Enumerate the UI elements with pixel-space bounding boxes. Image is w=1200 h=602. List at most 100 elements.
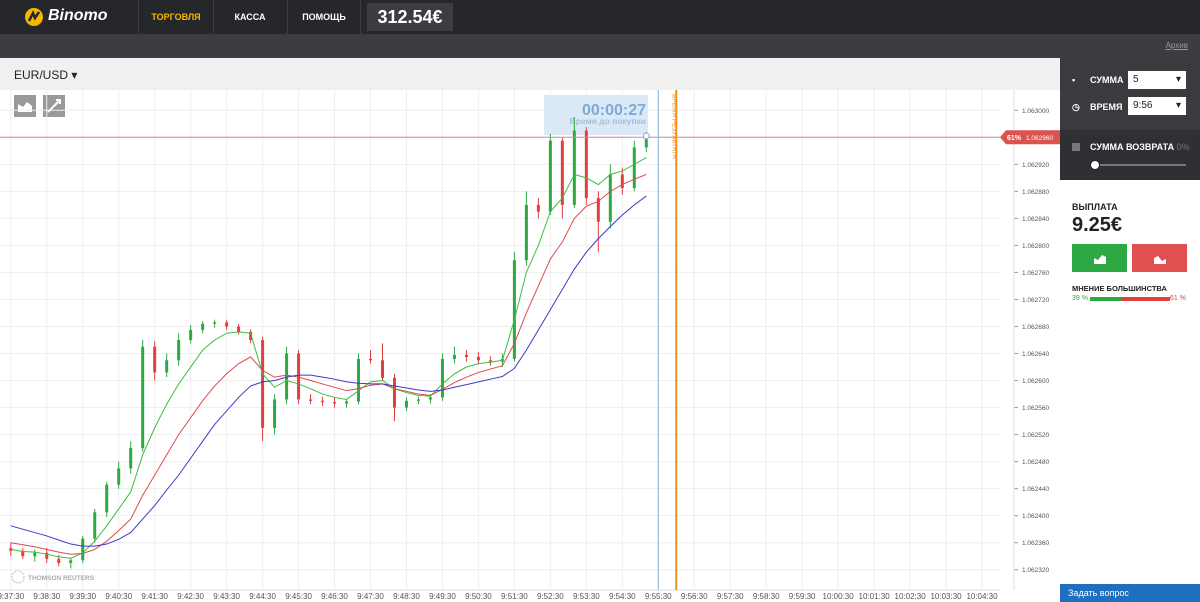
y-tick-label: 1.062640 xyxy=(1022,351,1049,358)
x-tick-label: 9:38:30 xyxy=(33,592,60,601)
y-tick-label: 1.062680 xyxy=(1022,324,1049,331)
payout-label: ВЫПЛАТА xyxy=(1072,202,1118,212)
candle-body xyxy=(321,400,325,403)
candle-body xyxy=(333,402,337,404)
logo: Binomo xyxy=(48,7,108,24)
candle-body xyxy=(476,356,480,361)
candle-body xyxy=(524,204,528,261)
candle-body xyxy=(608,174,612,222)
put-button[interactable] xyxy=(1132,244,1187,272)
help-button[interactable]: Задать вопрос xyxy=(1060,584,1200,602)
x-tick-label: 10:01:30 xyxy=(859,592,891,601)
y-tick-label: 1.062800 xyxy=(1022,243,1049,250)
source-icon xyxy=(11,570,25,584)
moving-average xyxy=(10,157,647,559)
time: 9:56 xyxy=(1133,100,1153,111)
x-tick-label: 10:04:30 xyxy=(966,592,998,601)
asset-bar: EUR/USD ▾ xyxy=(0,58,1060,90)
x-tick-label: 10:02:30 xyxy=(895,592,927,601)
moving-average xyxy=(10,173,647,555)
timer: 00:00:27 xyxy=(582,102,646,119)
candle-body xyxy=(69,560,73,563)
candle-body xyxy=(560,140,564,205)
candle-body xyxy=(369,358,373,361)
x-tick-label: 9:59:30 xyxy=(789,592,816,601)
candle-body xyxy=(416,399,420,401)
candle-body xyxy=(572,130,576,205)
candle-body xyxy=(632,147,636,188)
call-button[interactable] xyxy=(1072,244,1127,272)
y-tick-label: 1.062400 xyxy=(1022,513,1049,520)
x-tick-label: 9:55:30 xyxy=(645,592,672,601)
candle-body xyxy=(213,322,217,324)
checkbox[interactable] xyxy=(1072,143,1080,151)
majority-up-bar xyxy=(1090,297,1122,301)
x-tick-label: 9:52:30 xyxy=(537,592,564,601)
candle-body xyxy=(584,130,588,199)
candle-body xyxy=(297,353,301,400)
icon: ▪ xyxy=(1072,75,1076,85)
majority-down-bar xyxy=(1121,297,1170,301)
x-tick-label: 10:00:30 xyxy=(823,592,855,601)
candle-body xyxy=(45,552,49,559)
y-tick-label: 1.062880 xyxy=(1022,189,1049,196)
amount-label: СУММА xyxy=(1090,75,1124,85)
x-tick-label: 9:42:30 xyxy=(177,592,204,601)
nav-item[interactable]: ПОМОЩЬ xyxy=(288,0,361,34)
time-label: ВРЕМЯ xyxy=(1090,102,1123,112)
refund: СУММА ВОЗВРАТА 0% xyxy=(1060,130,1200,180)
archive-link[interactable]: Архив xyxy=(1165,41,1188,50)
x-tick-label: 9:43:30 xyxy=(213,592,240,601)
candle-body xyxy=(488,360,492,362)
header: Binomo ТОРГОВЛЯ КАССА ПОМОЩЬ 312.54€ xyxy=(0,0,1200,34)
x-tick-label: 9:58:30 xyxy=(753,592,780,601)
majority-bar xyxy=(1090,297,1170,301)
time-input[interactable]: 9:56 ▾ xyxy=(1128,97,1186,115)
candle-body xyxy=(380,360,384,378)
price-marker xyxy=(642,132,650,140)
icon xyxy=(18,102,32,112)
candle-body xyxy=(464,354,468,357)
y-tick-label: 1.062440 xyxy=(1022,486,1049,493)
candle-body xyxy=(644,135,648,148)
slider-knob[interactable] xyxy=(1090,160,1100,170)
y-tick-label: 1.062720 xyxy=(1022,297,1049,304)
nav-item[interactable]: ТОРГОВЛЯ xyxy=(138,0,214,34)
x-tick-label: 9:50:30 xyxy=(465,592,492,601)
candle-body xyxy=(237,326,241,332)
x-tick-label: 10:03:30 xyxy=(930,592,962,601)
candle-body xyxy=(201,323,205,330)
candle-body xyxy=(273,399,277,428)
y-tick-label: 1.062520 xyxy=(1022,432,1049,439)
sub-bar: Архив xyxy=(0,34,1200,58)
candle-body xyxy=(249,331,253,340)
timer-label: Время до покупки xyxy=(570,116,646,126)
asset-selector[interactable]: EUR/USD ▾ xyxy=(14,68,78,82)
refund-label: СУММА ВОЗВРАТА xyxy=(1090,142,1175,152)
candle-body xyxy=(512,260,516,359)
x-tick-label: 9:40:30 xyxy=(105,592,132,601)
expiry-label: ВРЕМЯ РЕЗУЛЬТАТА xyxy=(670,94,677,159)
balance: 312.54€ xyxy=(367,3,453,31)
candle-body xyxy=(117,468,121,485)
x-tick-label: 9:41:30 xyxy=(141,592,168,601)
x-tick-label: 9:56:30 xyxy=(681,592,708,601)
y-tick-label: 1.062320 xyxy=(1022,567,1049,574)
y-tick-label: 1.062840 xyxy=(1022,216,1049,223)
candle-body xyxy=(536,204,540,212)
chart: 9:37:30 9:38:30 9:39:30 9:40:30 9:41:30 9:42:… xyxy=(0,90,1060,601)
y-tick-label: 1.062600 xyxy=(1022,378,1049,385)
refund-value: 0% xyxy=(1176,142,1190,152)
y-tick-label: 1.062360 xyxy=(1022,540,1049,547)
nav-item[interactable]: КАССА xyxy=(213,0,288,34)
slider-track xyxy=(1094,164,1186,166)
candle-body xyxy=(177,340,181,361)
majority-down: 61 % xyxy=(1170,295,1186,302)
candle-body xyxy=(392,377,396,408)
amount-input[interactable]: 5 ▾ xyxy=(1128,71,1186,89)
amount: 5 xyxy=(1133,74,1139,85)
x-tick-label: 9:45:30 xyxy=(285,592,312,601)
candle-body xyxy=(9,548,13,551)
moving-average xyxy=(10,195,647,547)
candle-body xyxy=(620,174,624,188)
